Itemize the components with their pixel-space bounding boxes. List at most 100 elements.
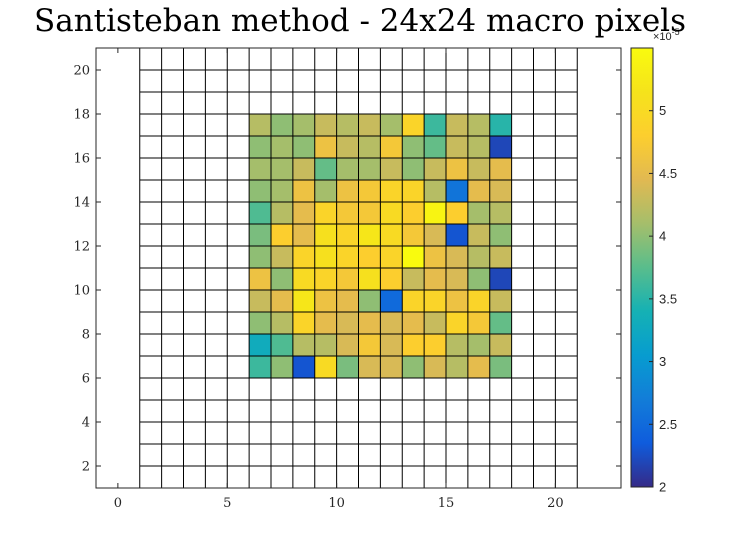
- heatmap-cell: [292, 158, 315, 180]
- colorbar-gradient: [630, 47, 654, 488]
- colorbar-tick-label: 3.5: [659, 291, 677, 306]
- heatmap-cell: [249, 136, 271, 158]
- heatmap-cell: [249, 290, 271, 312]
- chart-title: Santisteban method - 24x24 macro pixels: [34, 3, 686, 39]
- y-tick-label: 4: [82, 416, 90, 431]
- heatmap-cell: [314, 158, 337, 180]
- heatmap-cell: [380, 136, 403, 158]
- heatmap-cell: [467, 312, 490, 334]
- heatmap-cell: [336, 180, 359, 202]
- y-tick-label: 6: [82, 372, 90, 387]
- heatmap-cell: [271, 224, 293, 246]
- heatmap-cell: [424, 202, 446, 224]
- heatmap-cell: [249, 268, 271, 290]
- heatmap-cell: [358, 290, 381, 312]
- heatmap-cell: [467, 224, 490, 246]
- heatmap-cell: [380, 224, 403, 246]
- heatmap-cell: [314, 334, 337, 356]
- colorbar-tick-label: 4: [659, 229, 666, 244]
- heatmap-cell: [446, 356, 468, 378]
- heatmap-cell: [292, 312, 315, 334]
- heatmap-cell: [446, 180, 468, 202]
- heatmap-cell: [467, 356, 490, 378]
- heatmap-cell: [358, 356, 381, 378]
- x-tick-label: 0: [114, 496, 122, 511]
- heatmap-cell: [271, 268, 293, 290]
- heatmap-cell: [446, 268, 468, 290]
- heatmap-cell: [314, 290, 337, 312]
- heatmap-cell: [489, 202, 512, 224]
- heatmap-cell: [336, 246, 359, 268]
- heatmap-cell: [336, 312, 359, 334]
- heatmap-cell: [292, 246, 315, 268]
- heatmap-cell: [402, 114, 425, 136]
- heatmap-cell: [424, 312, 446, 334]
- heatmap-cell: [358, 202, 381, 224]
- heatmap-cell: [314, 114, 337, 136]
- y-axis-ticks: 2 4 6 8 10 12 14 16 18 20: [73, 64, 621, 475]
- heatmap-cell: [314, 180, 337, 202]
- y-tick-label: 18: [73, 108, 90, 123]
- heatmap-cell: [380, 114, 403, 136]
- heatmap-cell: [446, 312, 468, 334]
- heatmap-cell: [446, 334, 468, 356]
- heatmap-cell: [271, 180, 293, 202]
- heatmap-cell: [249, 334, 271, 356]
- colorbar-tick-label: 2.5: [659, 417, 677, 432]
- x-axis-ticks: 0 5 10 15 20: [114, 48, 564, 511]
- heatmap-cell: [380, 246, 403, 268]
- heatmap-cell: [336, 334, 359, 356]
- y-tick-label: 12: [73, 240, 90, 255]
- heatmap-cell: [292, 180, 315, 202]
- heatmap-cell: [424, 268, 446, 290]
- heatmap-cell: [336, 224, 359, 246]
- heatmap-cell: [446, 202, 468, 224]
- heatmap-cell: [358, 180, 381, 202]
- heatmap-cell: [249, 158, 271, 180]
- heatmap-cell: [402, 356, 425, 378]
- heatmap-cell: [271, 334, 293, 356]
- y-tick-label: 2: [82, 460, 90, 475]
- heatmap-cell: [292, 224, 315, 246]
- heatmap-cell: [358, 334, 381, 356]
- heatmap-cell: [489, 136, 512, 158]
- heatmap-cell: [249, 180, 271, 202]
- x-tick-label: 20: [547, 496, 564, 511]
- colorbar-tick-label: 2: [659, 480, 666, 495]
- heatmap-cell: [314, 268, 337, 290]
- heatmap-cell: [249, 246, 271, 268]
- heatmap-cell: [424, 158, 446, 180]
- heatmap-cell: [336, 356, 359, 378]
- heatmap-cell: [358, 114, 381, 136]
- heatmap-cell: [446, 158, 468, 180]
- y-tick-label: 20: [73, 64, 90, 79]
- heatmap-cell: [402, 312, 425, 334]
- heatmap-cell: [380, 268, 403, 290]
- heatmap-cell: [292, 268, 315, 290]
- heatmap-cell: [489, 224, 512, 246]
- heatmap-cell: [292, 202, 315, 224]
- heatmap-cell: [467, 158, 490, 180]
- x-tick-label: 10: [328, 496, 345, 511]
- heatmap-cell: [424, 290, 446, 312]
- heatmap-cell: [446, 290, 468, 312]
- heatmap-cell: [489, 268, 512, 290]
- heatmap-cell: [336, 268, 359, 290]
- heatmap-cell: [489, 158, 512, 180]
- heatmap-cell: [489, 246, 512, 268]
- heatmap-cell: [424, 246, 446, 268]
- heatmap-cell: [336, 158, 359, 180]
- heatmap-cell: [380, 312, 403, 334]
- axes-box: [95, 47, 622, 489]
- heatmap-cell: [336, 114, 359, 136]
- heatmap-cell: [314, 136, 337, 158]
- heatmap-cell: [249, 356, 271, 378]
- heatmap-cell: [358, 246, 381, 268]
- heatmap-cells: [249, 114, 512, 378]
- heatmap-cell: [358, 268, 381, 290]
- colorbar-tick-label: 3: [659, 354, 666, 369]
- heatmap-cell: [424, 334, 446, 356]
- heatmap-cell: [402, 158, 425, 180]
- x-tick-label: 5: [223, 496, 231, 511]
- heatmap-cell: [489, 180, 512, 202]
